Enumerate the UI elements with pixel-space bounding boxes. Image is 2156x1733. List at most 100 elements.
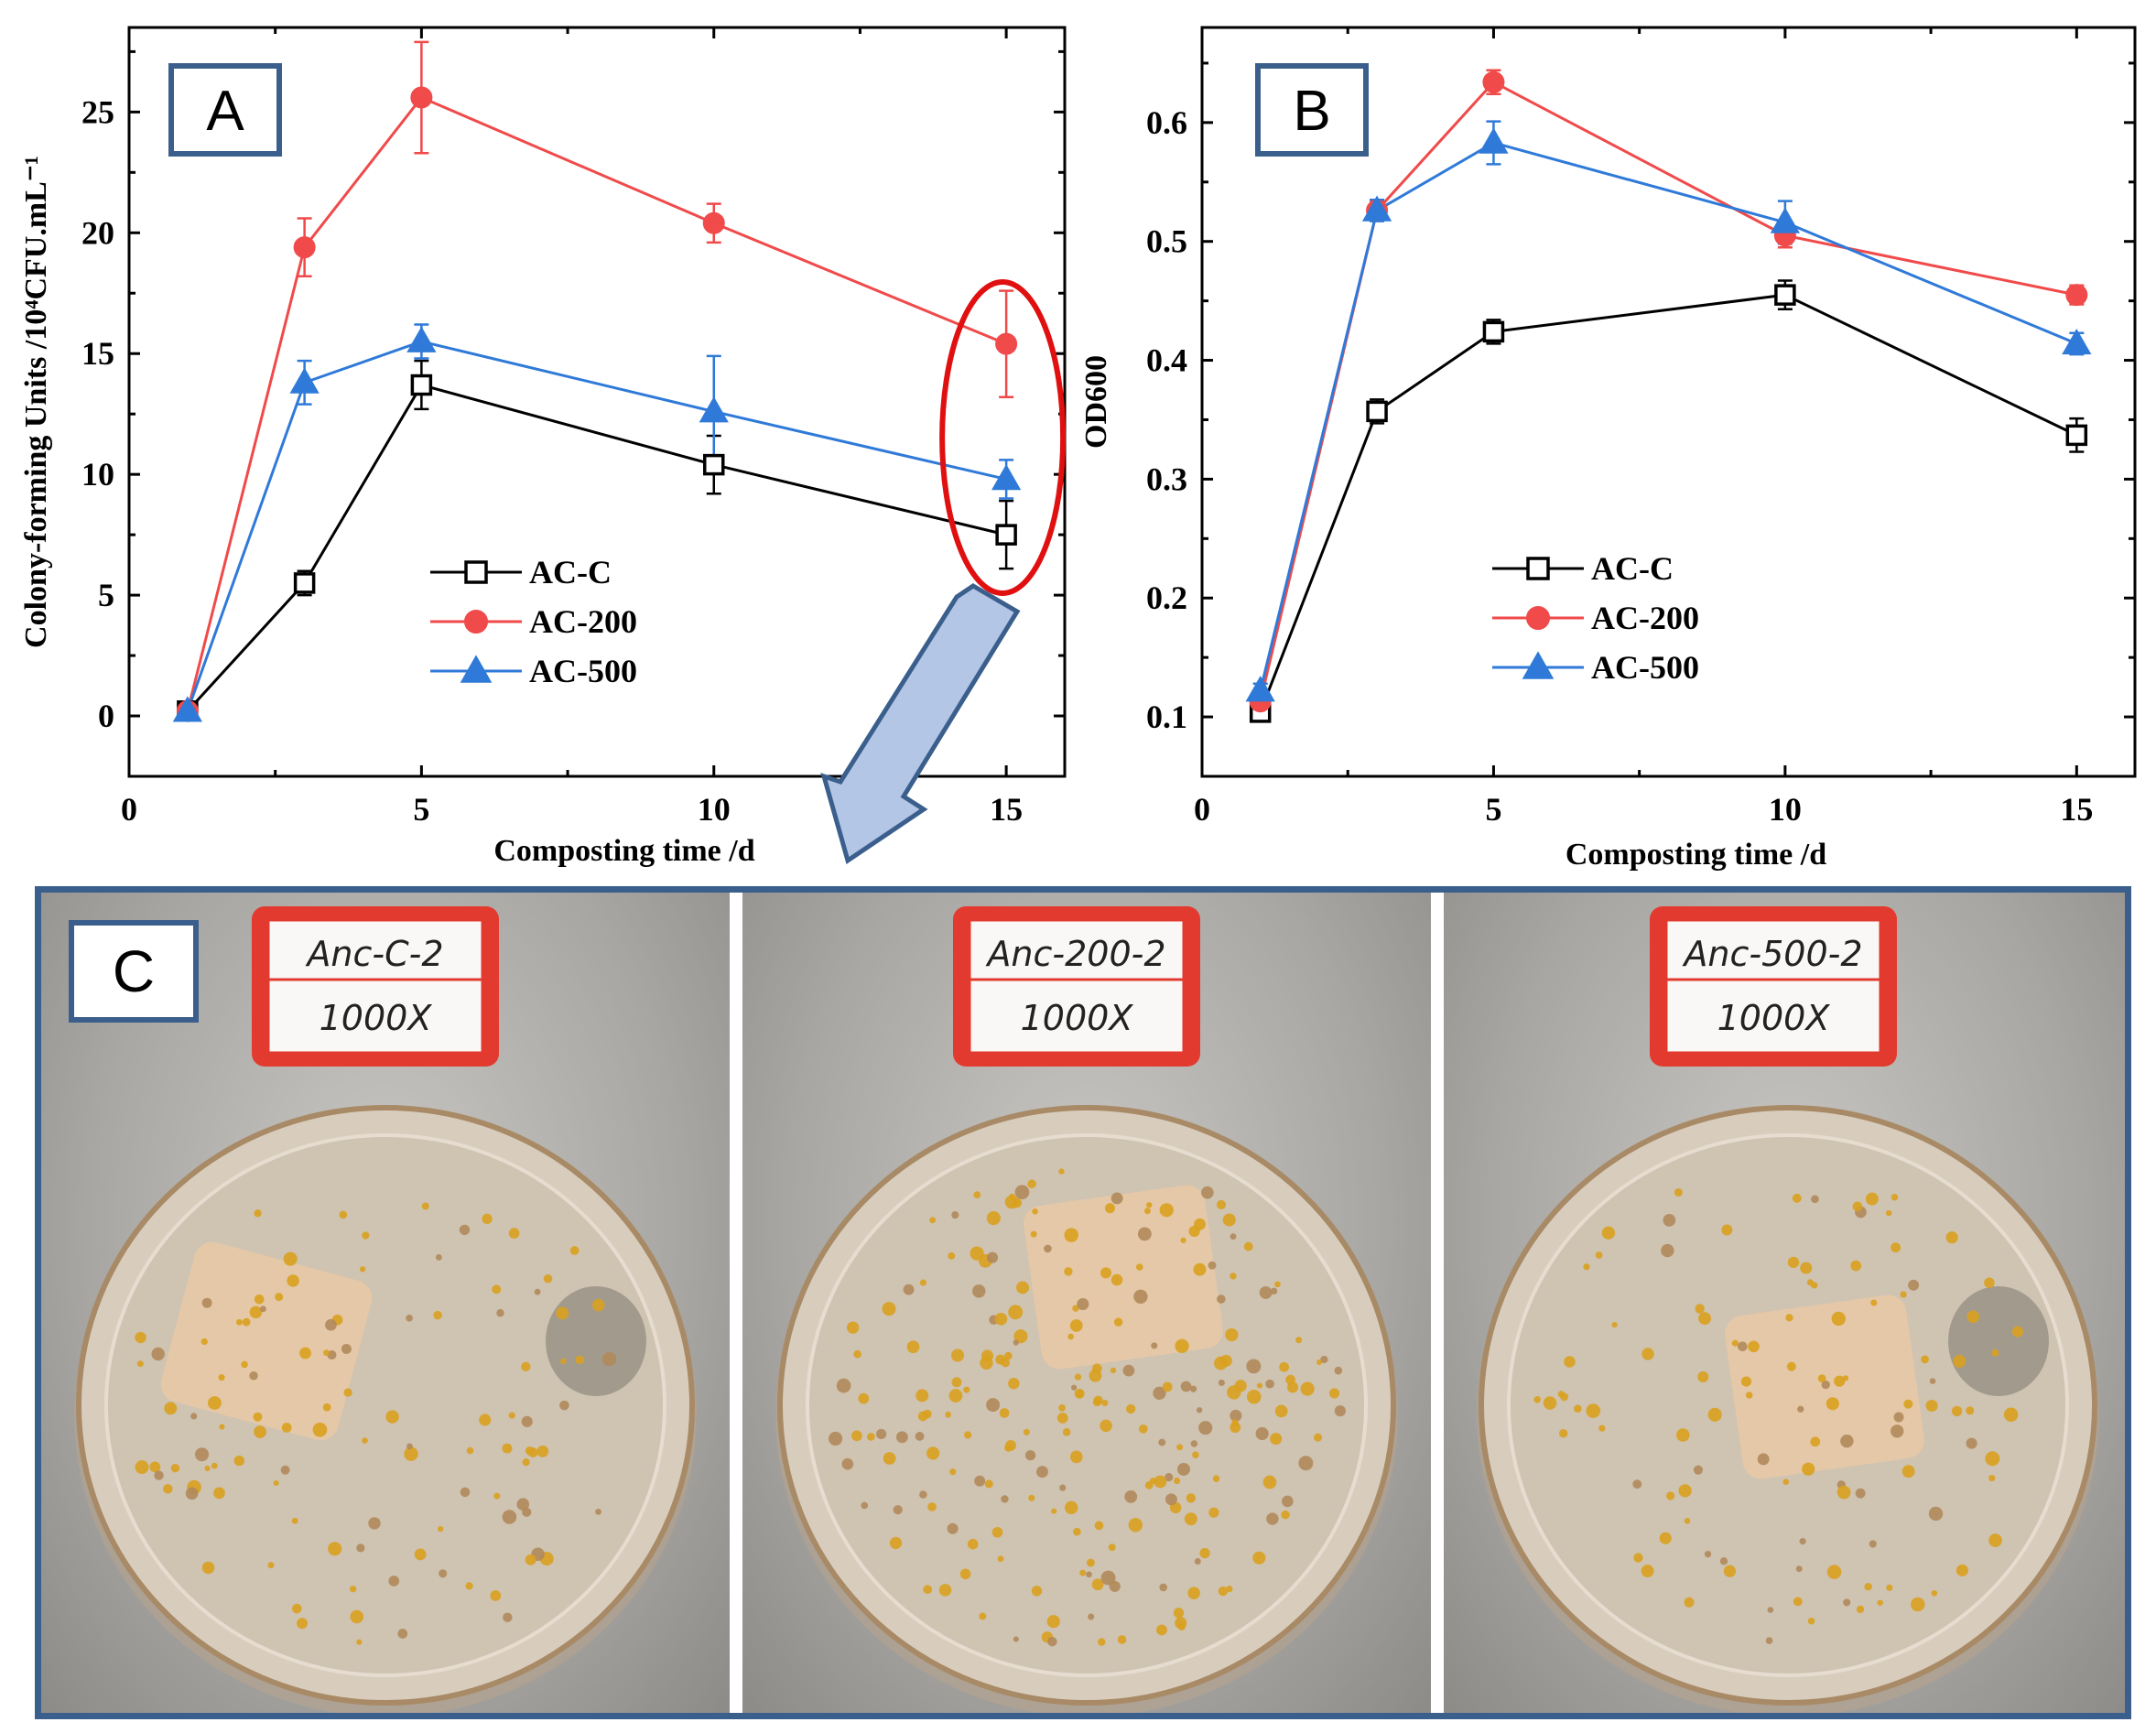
bacterial-colony (1001, 1495, 1009, 1503)
bacterial-colony (1900, 1291, 1907, 1298)
bacterial-colony (1212, 1475, 1220, 1482)
bacterial-colony (1176, 1444, 1184, 1451)
bacterial-colony (1684, 1518, 1691, 1524)
bacterial-colony (1765, 1637, 1773, 1644)
bacterial-colony (1047, 1637, 1057, 1647)
bacterial-colony (1641, 1348, 1654, 1360)
y-tick-label: 0.3 (1146, 460, 1187, 497)
bacterial-colony (1678, 1484, 1692, 1498)
bacterial-colony (1135, 1263, 1143, 1271)
bacterial-colony (1641, 1565, 1654, 1578)
bacterial-colony (1929, 1378, 1936, 1384)
bacterial-colony (1745, 1392, 1753, 1399)
bacterial-colony (211, 1462, 218, 1469)
bacterial-colony (1151, 1342, 1158, 1349)
bacterial-colony (1695, 1304, 1705, 1314)
bacterial-colony (1840, 1434, 1854, 1448)
bacterial-colony (1953, 1354, 1966, 1368)
panel-label-box (1255, 63, 1369, 157)
data-point-AC-200 (2065, 284, 2088, 307)
bacterial-colony (1574, 1404, 1582, 1413)
bacterial-colony (876, 1428, 887, 1440)
bacterial-colony (368, 1517, 381, 1530)
bacterial-colony (1189, 1385, 1197, 1392)
data-point-AC-200 (293, 236, 316, 259)
bacterial-colony (356, 1543, 365, 1553)
bacterial-colony (1748, 1340, 1760, 1353)
y-tick-label: 25 (81, 93, 114, 130)
data-point-AC-C (995, 524, 1017, 546)
bacterial-colony (492, 1284, 502, 1294)
bacterial-colony (1855, 1488, 1866, 1499)
bacterial-colony (1100, 1570, 1116, 1586)
charts-figure: 0 5 10 15 0 5 10 15 20 25 Composting time /d Colony… (19, 26, 2137, 872)
bacterial-colony (496, 1308, 504, 1317)
bacterial-colony (1737, 1341, 1748, 1352)
bacterial-colony (1174, 1477, 1181, 1485)
bacterial-colony (1187, 1587, 1200, 1599)
bacterial-colony (1230, 1409, 1242, 1422)
bacterial-colony (601, 1351, 617, 1367)
bacterial-colony (1110, 1367, 1117, 1374)
bacterial-colony (861, 1501, 869, 1510)
bacterial-colony (947, 1522, 959, 1534)
bacterial-colony (1731, 1339, 1739, 1347)
bacterial-colony (1928, 1506, 1944, 1522)
bacterial-colony (1101, 1400, 1109, 1406)
bacterial-colony (882, 1302, 896, 1316)
bacterial-colony (858, 1392, 870, 1404)
bacterial-colony (1069, 1319, 1083, 1332)
plate-label-line1: Anc-500-2 (1681, 934, 1862, 974)
bacterial-colony (404, 1446, 418, 1461)
data-point-AC-C (1482, 320, 1505, 343)
bacterial-colony (1274, 1404, 1288, 1418)
bacterial-colony (1988, 1474, 1996, 1482)
bacterial-colony (1757, 1453, 1770, 1466)
bacterial-colony (1966, 1406, 1975, 1415)
bacterial-colony (459, 1224, 471, 1236)
bacterial-colony (1852, 1201, 1863, 1212)
bacterial-colony (1316, 1359, 1323, 1366)
bacterial-colony (1891, 1242, 1901, 1253)
bacterial-colony (1921, 1355, 1929, 1364)
bacterial-colony (1124, 1489, 1138, 1503)
bacterial-colony (322, 1403, 331, 1412)
y-tick-label: 15 (81, 335, 114, 372)
bacterial-colony (1595, 1251, 1603, 1259)
bacterial-colony (1162, 1381, 1173, 1392)
bacterial-colony (1793, 1597, 1803, 1607)
bacterial-colony (1802, 1462, 1815, 1476)
bacterial-colony (1175, 1338, 1189, 1353)
bacterial-colony (1314, 1433, 1323, 1442)
bacterial-colony (1180, 1381, 1192, 1392)
bacterial-colony (490, 1590, 502, 1601)
bacterial-colony (973, 1191, 981, 1199)
bacterial-colony (1013, 1339, 1019, 1346)
bacterial-colony (1543, 1396, 1557, 1410)
x-tick-label: 10 (1769, 791, 1802, 828)
y-tick-label: 0.2 (1146, 579, 1187, 616)
bacterial-colony (1877, 1599, 1883, 1606)
bacterial-colony (986, 1398, 1001, 1413)
bacterial-colony (889, 1536, 903, 1550)
legend-label-AC-C: AC-C (529, 554, 612, 590)
down-arrow (820, 583, 1021, 865)
bacterial-colony (906, 1340, 920, 1354)
bacterial-colony (1246, 1389, 1262, 1404)
bacterial-colony (919, 1279, 926, 1286)
bacterial-colony (1230, 1233, 1237, 1240)
bacterial-colony (1062, 1428, 1071, 1436)
bacterial-colony (1149, 1477, 1157, 1485)
bacterial-colony (502, 1510, 517, 1524)
bacterial-colony (296, 1618, 308, 1630)
bacterial-colony (1901, 1465, 1915, 1478)
bacterial-colony (200, 1338, 208, 1346)
bacterial-colony (1058, 1404, 1066, 1412)
bacterial-colony (1817, 1374, 1826, 1382)
data-point-AC-500 (699, 396, 729, 423)
bacterial-colony (1190, 1440, 1198, 1447)
y-tick-label: 0 (98, 698, 114, 734)
bacterial-colony (287, 1274, 299, 1287)
bacterial-colony (1013, 1636, 1019, 1642)
bacterial-colony (534, 1288, 541, 1295)
